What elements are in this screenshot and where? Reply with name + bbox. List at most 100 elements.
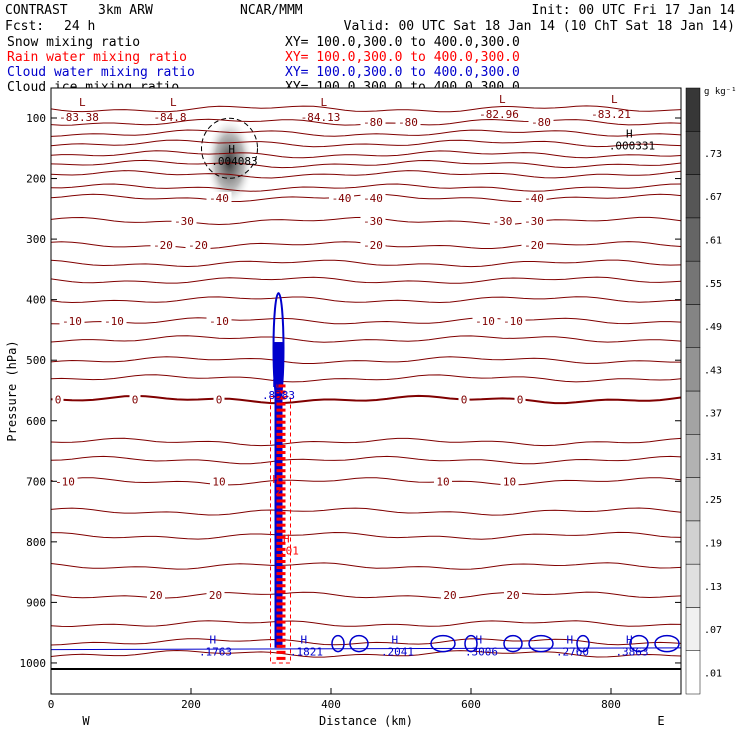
rain-hatch — [276, 608, 286, 612]
contour-label: -40 — [209, 192, 229, 205]
contour-label-bg — [360, 214, 386, 227]
y-tick-label: 600 — [26, 415, 46, 428]
low-marker: L — [611, 93, 618, 106]
high-marker: H — [476, 634, 483, 647]
org-title: NCAR/MMM — [240, 3, 303, 18]
high-value-label: .3863 — [615, 646, 648, 659]
colorbar-label: .01 — [704, 668, 722, 679]
low-marker: L — [321, 96, 328, 109]
contour-label: 10 — [436, 475, 449, 488]
colorbar-swatch — [685, 131, 701, 175]
contour-label: 20 — [506, 589, 519, 602]
rain-hatch — [276, 638, 286, 642]
contour-label-bg — [521, 239, 547, 252]
rain-hatch — [276, 523, 286, 527]
colorbar-swatch — [685, 260, 701, 305]
high-marker: H — [626, 127, 633, 140]
cloud-water-contour — [528, 634, 554, 653]
rain-hatch — [276, 505, 286, 509]
contour-label: 0 — [132, 394, 139, 407]
cloud-water-contour — [331, 634, 345, 653]
legend-field-name: Snow mixing ratio — [7, 35, 140, 50]
temperature-contour — [51, 170, 681, 179]
fcst-value: 24 h — [64, 19, 95, 34]
snow-shading — [205, 121, 254, 212]
temperature-contour — [51, 356, 681, 364]
rain-hatch — [276, 560, 286, 564]
contour-label: 10 — [503, 475, 516, 488]
rain-hatch — [276, 632, 286, 636]
colorbar-swatch — [685, 174, 701, 219]
colorbar-label: .13 — [704, 582, 722, 593]
contour-label-bg — [206, 314, 232, 327]
rain-hatch — [276, 596, 286, 600]
legend-field-xy: XY= 100.0,300.0 to 400.0,300.0 — [285, 50, 520, 65]
contour-label: -40 — [524, 192, 544, 205]
colorbar-swatch — [685, 650, 701, 695]
contour-label-bg — [59, 314, 85, 327]
cloud-water-contour — [51, 647, 681, 651]
rain-hatch — [276, 451, 286, 455]
low-value-label: -83.38 — [59, 111, 99, 124]
high-value-label: .1763 — [199, 646, 232, 659]
contour-label-bg — [458, 393, 470, 406]
rain-hatch — [276, 457, 286, 461]
cloud-water-contour — [503, 634, 523, 653]
contour-label: 0 — [517, 394, 524, 407]
temperature-contour — [51, 139, 681, 148]
x-tick-label: 600 — [461, 698, 481, 711]
west-label: W — [82, 714, 90, 728]
rain-hatch — [276, 644, 286, 648]
contour-label-bg — [514, 393, 526, 406]
high-value-label: .004083 — [211, 155, 257, 168]
rain-hatch — [276, 384, 286, 388]
high-value-label: .01 — [279, 545, 299, 558]
contour-label: 0 — [216, 394, 223, 407]
temperature-contour — [51, 638, 681, 646]
colorbar-swatch — [685, 477, 701, 522]
temperature-contour — [51, 105, 681, 113]
rain-hatch — [276, 572, 286, 576]
contour-label-bg — [171, 214, 197, 227]
contour-label: -10 — [475, 315, 495, 328]
contour-label-bg — [147, 589, 165, 602]
rain-contour — [270, 396, 291, 664]
contour-label: -10 — [62, 315, 82, 328]
rain-hatch — [276, 438, 286, 442]
rain-hatch — [276, 432, 286, 436]
contour-label-bg — [360, 239, 386, 252]
colorbar-swatch — [685, 347, 701, 392]
valid-time: Valid: 00 UTC Sat 18 Jan 14 (10 ChT Sat … — [344, 19, 735, 34]
low-marker: L — [499, 93, 506, 106]
y-axis-label: Pressure (hPa) — [5, 340, 19, 441]
colorbar-label: .55 — [704, 279, 722, 290]
rain-hatch — [276, 517, 286, 521]
legend-field-name: Rain water mixing ratio — [7, 50, 187, 65]
contour-label-bg — [472, 314, 498, 327]
contour-label: -30 — [524, 215, 544, 228]
contour-label-bg — [504, 589, 522, 602]
contour-label-bg — [52, 475, 78, 488]
temperature-contour — [51, 317, 681, 325]
contour-label-bg — [490, 214, 515, 227]
legend-field-name: Cloud water mixing ratio — [7, 65, 195, 80]
contour-label: -80 — [531, 116, 551, 129]
high-value-label: .1821 — [290, 646, 323, 659]
contour-label-bg — [528, 116, 554, 129]
rain-hatch — [276, 584, 286, 588]
contour-label-bg — [360, 116, 386, 129]
colorbar-swatch — [685, 434, 701, 478]
rain-hatch — [276, 578, 286, 582]
high-marker: H — [626, 634, 633, 647]
y-tick-label: 800 — [26, 536, 46, 549]
rain-hatch — [276, 529, 286, 533]
contour-label-bg — [213, 393, 225, 406]
contour-label: -40 — [363, 192, 383, 205]
plot-area: -80 -80 -80-40 -40 -40 -40-30 -30 -30 -30-20 -20-… — [51, 88, 681, 694]
rain-hatch — [276, 590, 286, 594]
contour-label-bg — [500, 475, 519, 488]
x-axis-label: Distance (km) — [319, 714, 413, 728]
contour-label-bg — [206, 191, 232, 204]
contour-label: -10 — [209, 315, 229, 328]
